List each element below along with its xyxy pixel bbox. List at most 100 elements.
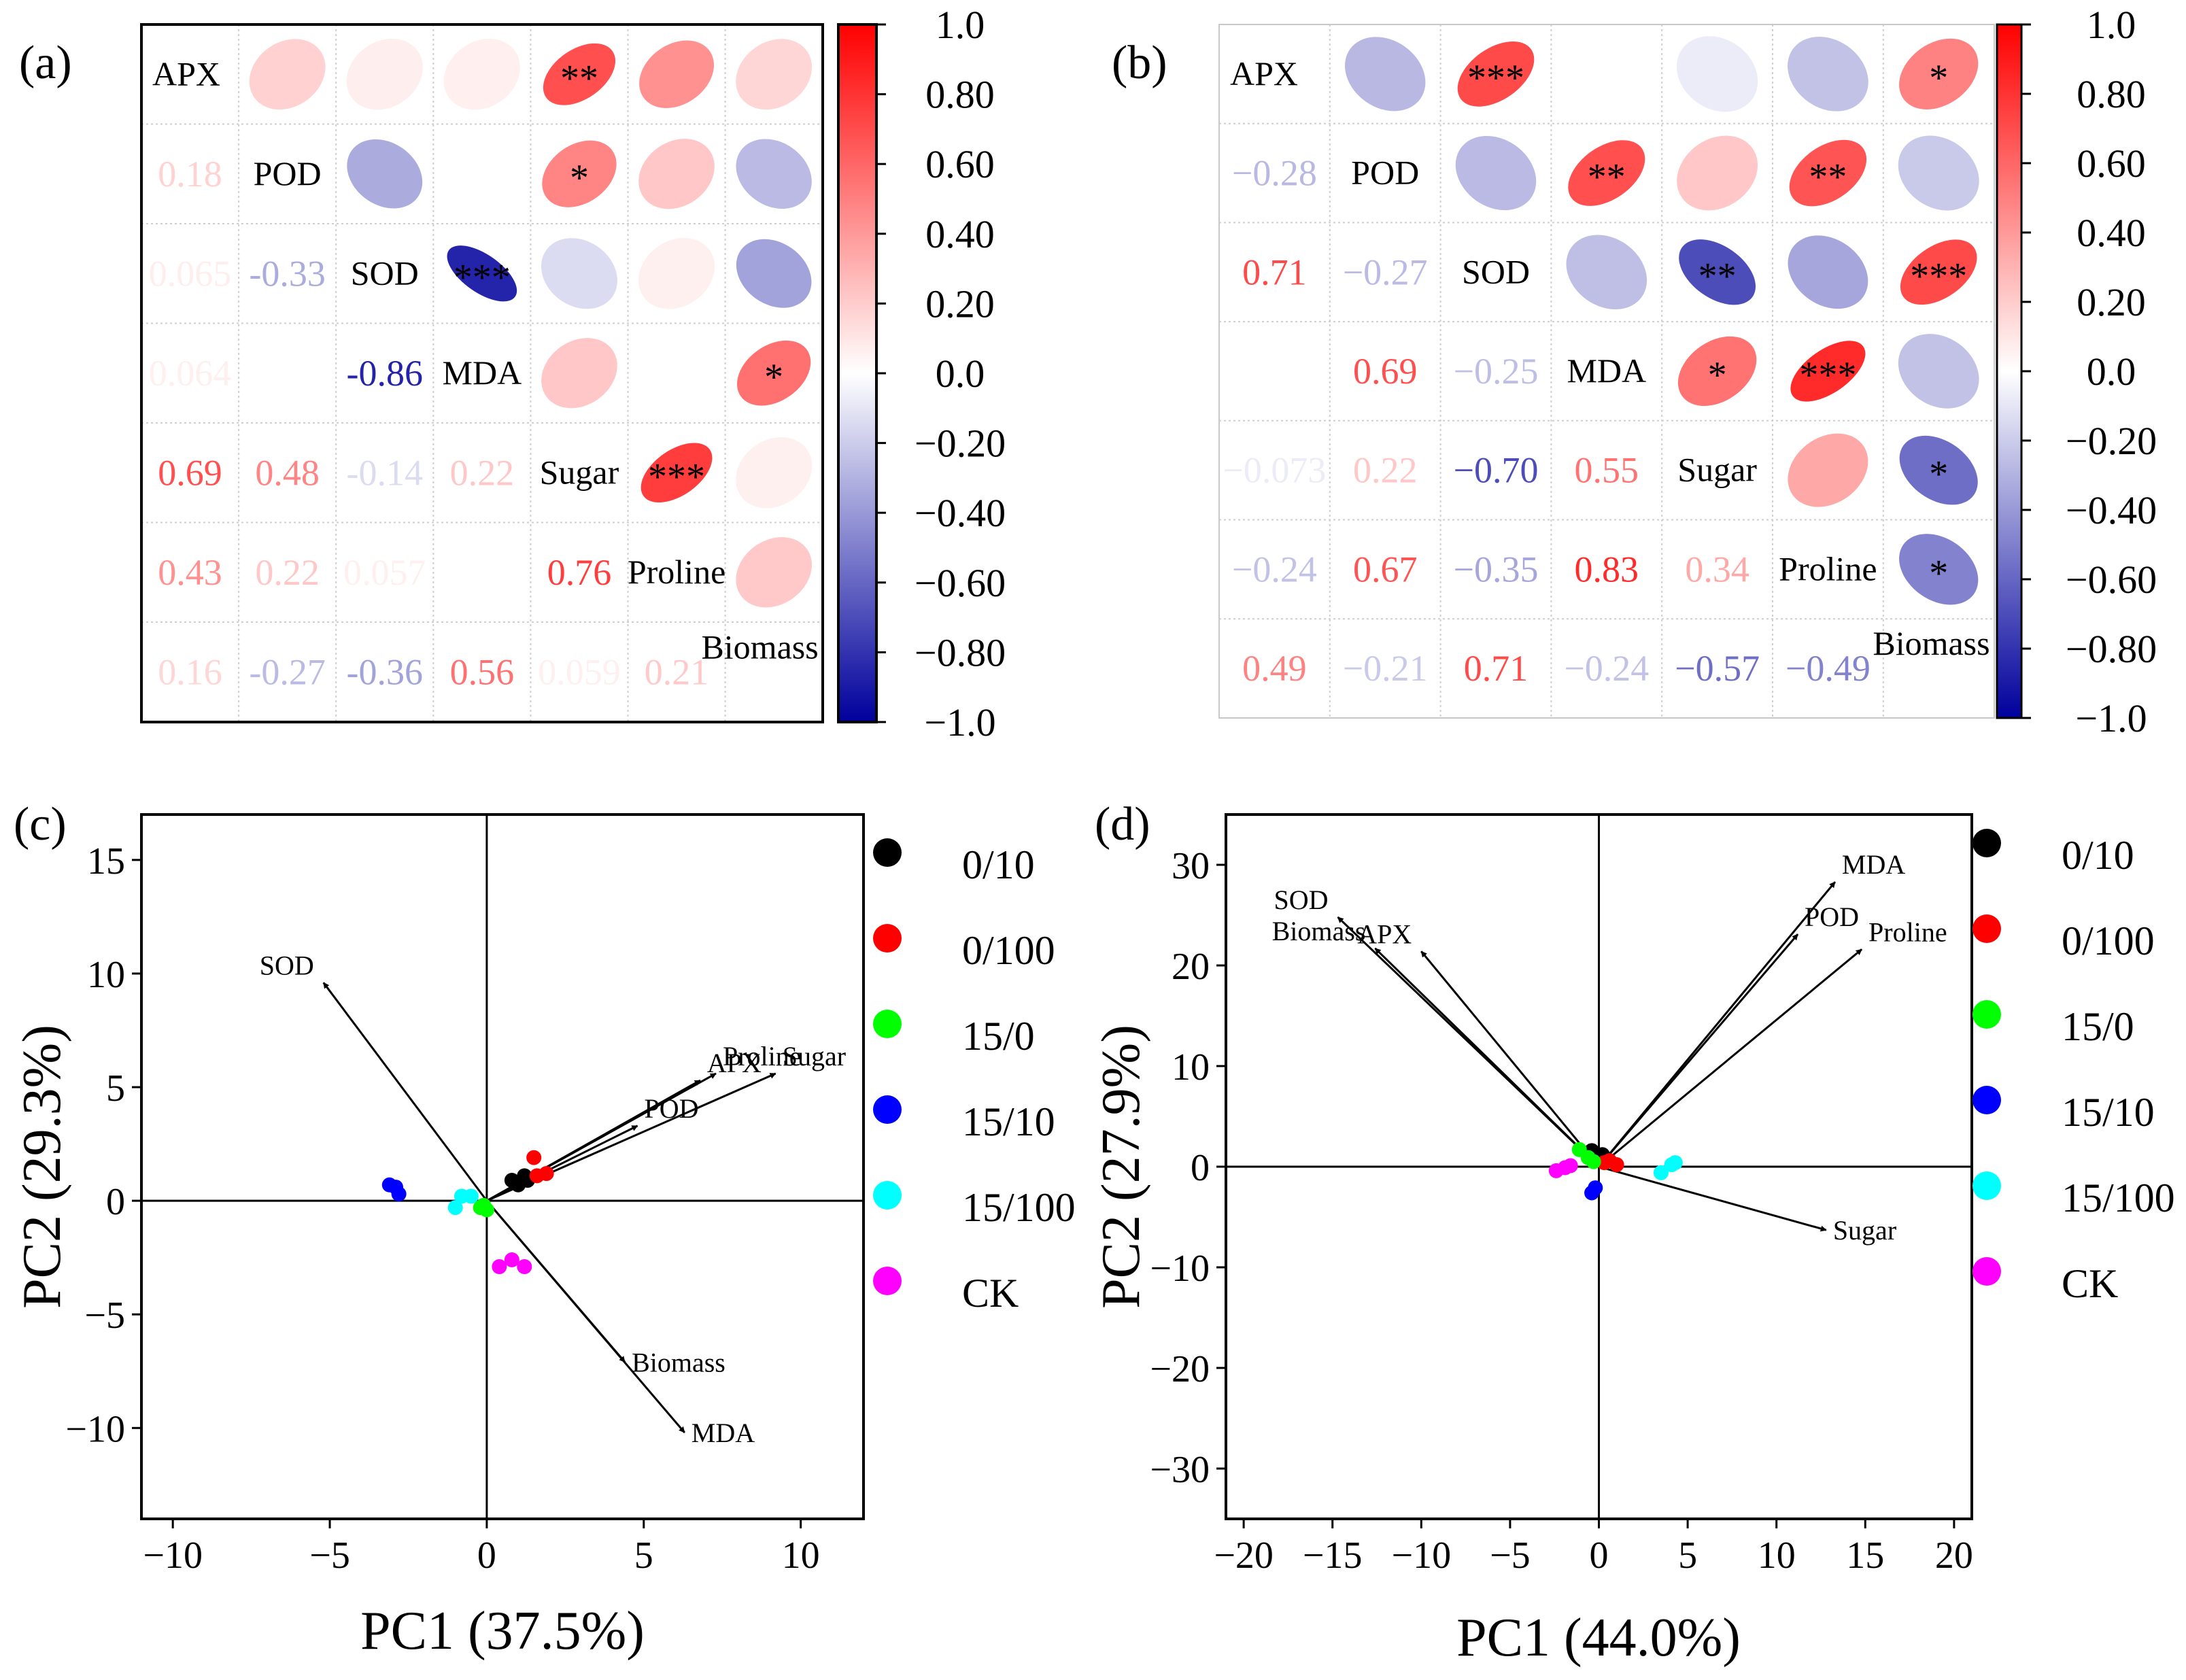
- loading-label: SOD: [260, 950, 314, 980]
- x-tick-label: 0: [1590, 1535, 1609, 1577]
- correlation-value: −0.24: [1232, 549, 1317, 589]
- correlation-ellipse: [1789, 139, 1867, 207]
- correlation-value: −0.073: [1223, 450, 1326, 491]
- y-tick-label: −5: [84, 1295, 125, 1337]
- legend-label: 15/100: [2062, 1176, 2175, 1220]
- y-tick-label: 5: [106, 1067, 125, 1110]
- panel-d-xlabel: PC1 (44.0%): [1456, 1608, 1741, 1668]
- correlation-ellipse: [736, 437, 813, 509]
- panel-a-colorbar-ticks: 1.0 0.80 0.60 0.40 0.20 0.0 −0.20 −0.40 −0.60 −0.…: [876, 3, 1006, 744]
- panel-a-tag: (a): [19, 37, 72, 89]
- correlation-ellipse: [1788, 37, 1868, 112]
- correlation-value: -0.36: [347, 651, 423, 692]
- data-point: [1667, 1155, 1683, 1171]
- panel-a-correlation-matrix: (a) **********APXPODSODMDASugarProlineBi…: [19, 3, 1006, 744]
- correlation-value: 0.065: [149, 253, 232, 294]
- correlation-value: −0.35: [1454, 549, 1539, 589]
- correlation-value: -0.27: [249, 651, 325, 692]
- correlation-ellipse: [1898, 135, 1979, 211]
- loading-label: Biomass: [632, 1347, 725, 1377]
- data-point: [529, 1168, 545, 1184]
- colorbar-tick-label: 0.20: [2077, 280, 2146, 324]
- significance-stars: *: [1708, 354, 1727, 396]
- significance-stars: *: [570, 157, 589, 199]
- correlation-value: 0.67: [1353, 549, 1418, 589]
- colorbar-tick-label: 1.0: [936, 3, 985, 47]
- correlation-ellipse: [1679, 239, 1756, 305]
- legend-marker: [873, 1010, 902, 1038]
- variable-label: Sugar: [1677, 451, 1757, 489]
- x-tick-label: −20: [1214, 1535, 1274, 1577]
- data-point: [1588, 1180, 1603, 1196]
- panel-d-axes-frame: [1225, 813, 1973, 1520]
- significance-stars: **: [1698, 255, 1737, 297]
- panel-c-xlabel: PC1 (37.5%): [360, 1601, 645, 1661]
- colorbar-tick-label: −0.20: [2066, 419, 2157, 463]
- legend-marker: [1972, 1257, 2001, 1286]
- data-point: [463, 1188, 479, 1204]
- correlation-ellipse: [1900, 239, 1977, 305]
- correlation-value: 0.49: [1242, 648, 1307, 689]
- panel-d-pca-biplot: (d) −20 −15 −10 −5 0 5 10 15 20 −30 −20 −10 0 10 20 30 S…: [1091, 798, 2175, 1668]
- legend-label: 15/10: [962, 1099, 1055, 1144]
- variable-label: Sugar: [540, 453, 619, 491]
- loading-arrow: [1420, 950, 1600, 1167]
- legend-label: 15/0: [2062, 1004, 2134, 1049]
- colorbar-tick-label: −0.20: [915, 422, 1006, 466]
- correlation-ellipse: [541, 238, 617, 309]
- correlation-value: 0.21: [645, 651, 709, 692]
- correlation-ellipse: [346, 39, 423, 110]
- legend-label: 15/0: [962, 1014, 1035, 1059]
- panel-c-pca-biplot: (c) −10 −5 0 5 10−10−5051015SODAPXProlinePOD…: [12, 798, 1076, 1661]
- correlation-value: 0.69: [158, 452, 222, 493]
- panel-c-plot: −10 −5 0 5 10−10−5051015SODAPXProlinePODSuga…: [65, 815, 864, 1577]
- correlation-ellipse: [639, 40, 714, 108]
- colorbar-tick-label: 0.40: [925, 212, 995, 256]
- legend-label: 0/100: [962, 928, 1055, 973]
- correlation-value: −0.57: [1675, 648, 1760, 689]
- colorbar-tick-label: 0.80: [2077, 72, 2146, 116]
- correlation-value: 0.22: [1353, 450, 1418, 491]
- legend-marker: [1972, 829, 2001, 857]
- x-tick-label: −15: [1303, 1535, 1363, 1577]
- x-tick-label: 10: [782, 1535, 820, 1577]
- correlation-value: 0.69: [1353, 351, 1418, 392]
- correlation-value: 0.83: [1575, 549, 1639, 589]
- loading-arrow: [486, 1125, 638, 1202]
- panel-a-colorbar: [837, 23, 878, 723]
- panel-b-colorbar-ticks: 1.0 0.80 0.60 0.40 0.20 0.0 −0.20 −0.40 −0.60 −0.…: [2021, 3, 2157, 740]
- correlation-ellipse: [1677, 135, 1758, 211]
- significance-stars: ***: [1910, 255, 1967, 297]
- colorbar-tick-label: −1.0: [924, 700, 995, 744]
- x-tick-label: −5: [1490, 1535, 1531, 1577]
- correlation-value: −0.21: [1343, 648, 1428, 689]
- panel-d-tag: (d): [1095, 798, 1150, 851]
- correlation-ellipse: [542, 140, 617, 207]
- variable-label: APX: [152, 54, 220, 92]
- y-tick-label: 20: [1172, 946, 1210, 988]
- loading-label: MDA: [691, 1418, 755, 1448]
- data-point: [504, 1252, 519, 1268]
- significance-stars: *: [764, 356, 783, 398]
- colorbar-tick-label: 0.80: [925, 73, 995, 117]
- panel-b-correlation-matrix: (b) *** *** **** **** *****APXPODSODMDASugar…: [1112, 3, 2157, 740]
- colorbar-tick-label: −0.40: [2066, 488, 2157, 532]
- correlation-ellipse: [736, 39, 813, 110]
- data-point: [517, 1259, 532, 1275]
- correlation-value: 0.48: [255, 452, 320, 493]
- correlation-value: 0.71: [1242, 252, 1307, 292]
- panel-b-tag: (b): [1112, 37, 1167, 89]
- colorbar-tick-label: −0.80: [915, 630, 1006, 674]
- correlation-value: -0.33: [249, 253, 325, 294]
- legend-marker: [1972, 1086, 2001, 1114]
- correlation-ellipse: [641, 443, 713, 503]
- data-point: [1653, 1165, 1669, 1180]
- significance-stars: **: [1588, 156, 1626, 199]
- legend-marker: [873, 924, 902, 953]
- colorbar-tick-label: 0.40: [2077, 211, 2146, 255]
- correlation-ellipse: [1457, 41, 1535, 107]
- correlation-value: 0.22: [450, 452, 515, 493]
- loading-arrow: [485, 1200, 685, 1433]
- y-tick-label: −10: [1150, 1248, 1210, 1290]
